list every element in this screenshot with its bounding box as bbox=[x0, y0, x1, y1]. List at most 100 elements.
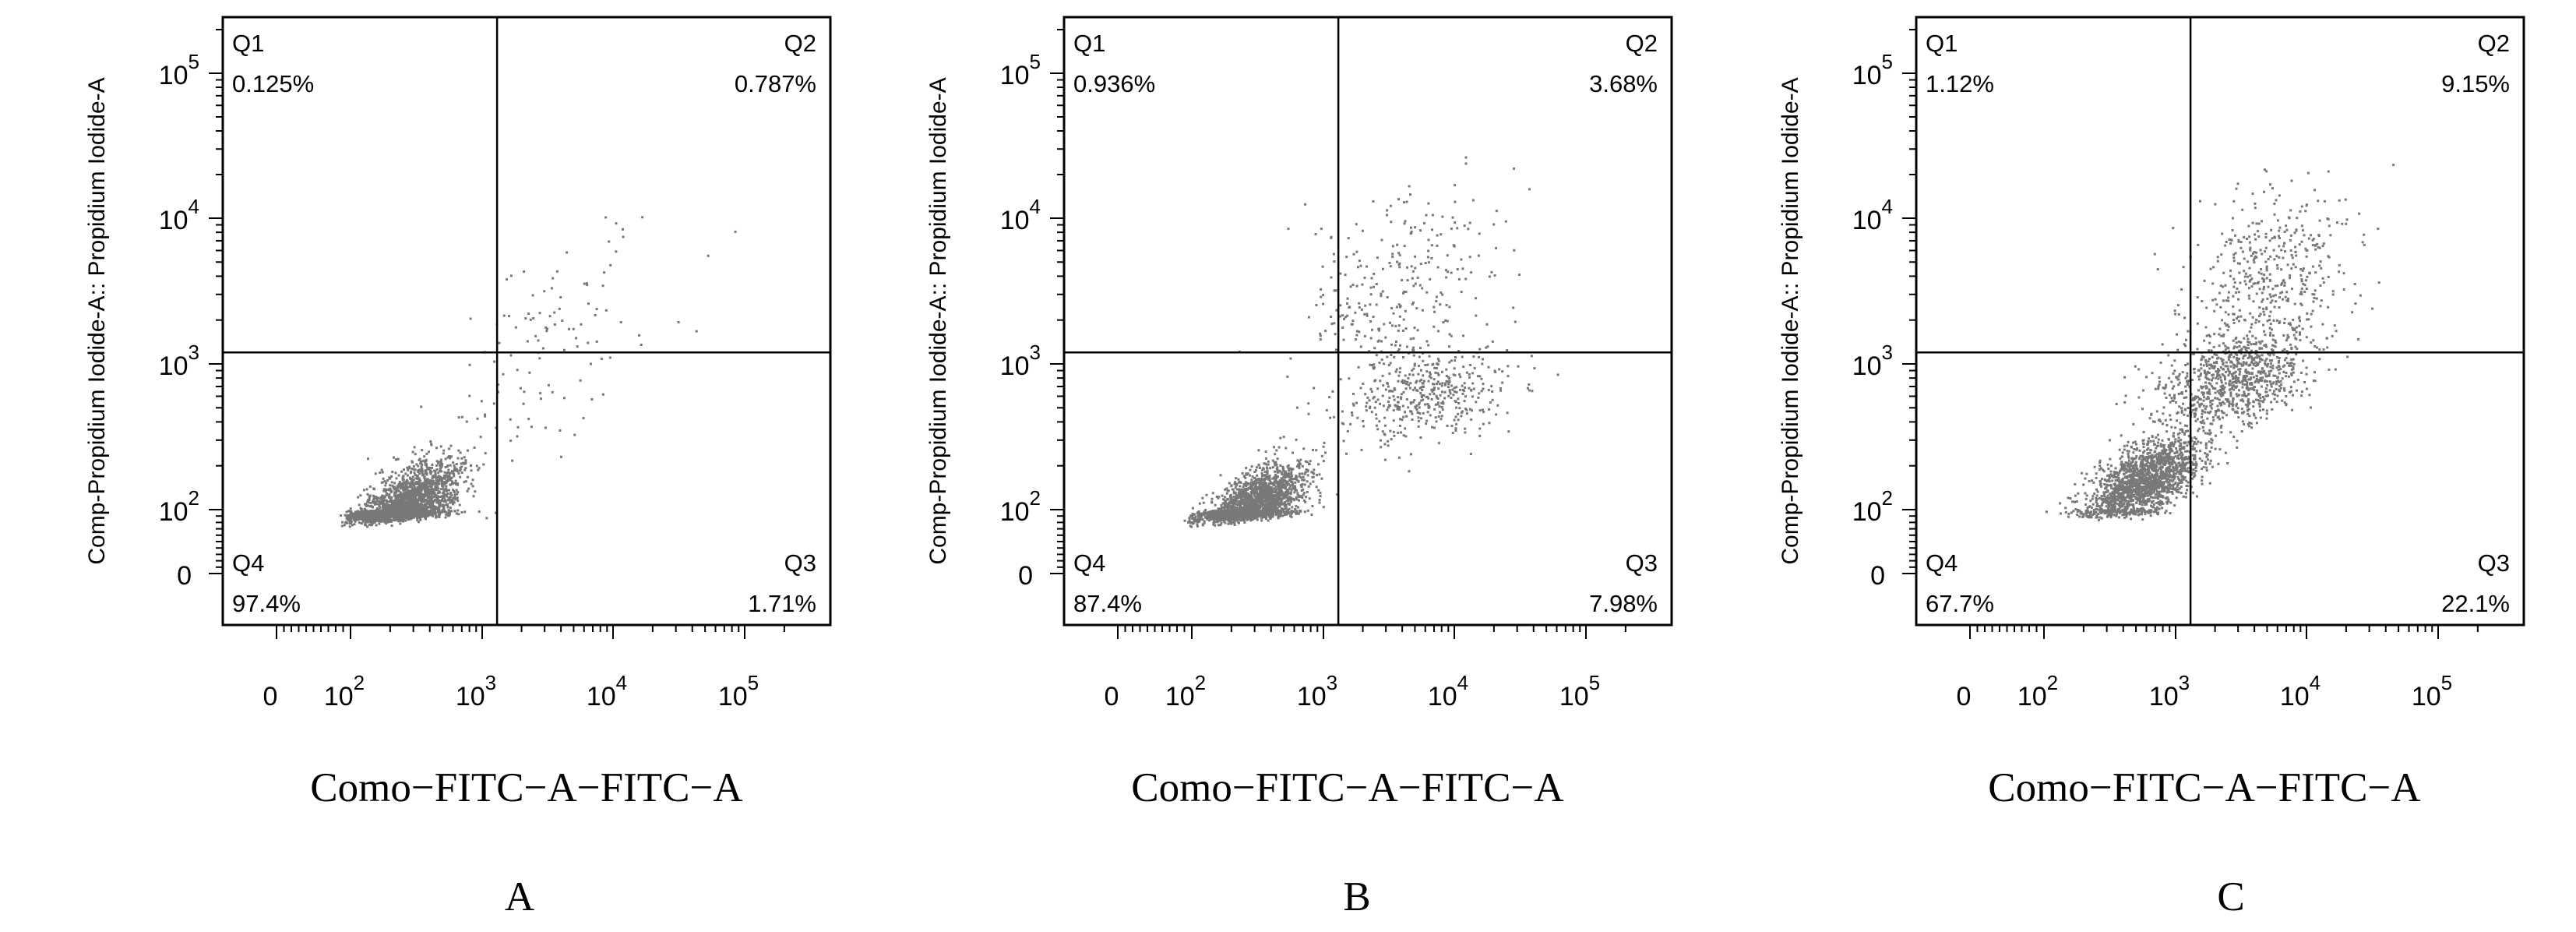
event-point bbox=[484, 415, 487, 418]
event-point bbox=[1319, 495, 1322, 498]
event-point bbox=[1249, 519, 1253, 522]
event-point bbox=[424, 489, 427, 492]
x-axis-ticks bbox=[209, 29, 785, 639]
event-point bbox=[361, 514, 364, 517]
event-point bbox=[429, 440, 432, 443]
event-point bbox=[609, 263, 612, 267]
event-point bbox=[417, 482, 420, 485]
event-point bbox=[1255, 466, 1258, 469]
event-point bbox=[370, 504, 373, 507]
event-point bbox=[1281, 478, 1284, 481]
event-point bbox=[576, 345, 579, 348]
event-point bbox=[1228, 503, 1231, 506]
event-point bbox=[1306, 491, 1309, 493]
event-point bbox=[418, 496, 421, 500]
event-point bbox=[404, 487, 407, 490]
event-point bbox=[413, 484, 415, 487]
event-point bbox=[420, 500, 423, 503]
event-point bbox=[407, 510, 410, 514]
event-point bbox=[1292, 510, 1295, 513]
event-point bbox=[1256, 514, 1260, 517]
event-point bbox=[1253, 506, 1256, 509]
event-point bbox=[414, 477, 418, 480]
event-point bbox=[398, 520, 401, 522]
event-point bbox=[559, 429, 562, 432]
event-point bbox=[1206, 517, 1209, 521]
event-point bbox=[341, 521, 344, 524]
event-point bbox=[407, 498, 410, 501]
event-point bbox=[1228, 506, 1230, 509]
event-point bbox=[447, 475, 450, 478]
event-point bbox=[369, 511, 372, 514]
event-point bbox=[411, 482, 414, 485]
event-point bbox=[414, 513, 417, 516]
event-point bbox=[409, 478, 412, 480]
event-point bbox=[413, 446, 416, 449]
event-point bbox=[587, 302, 590, 305]
event-point bbox=[1214, 509, 1217, 512]
event-point bbox=[1274, 479, 1277, 482]
event-point bbox=[1264, 477, 1267, 480]
event-point bbox=[437, 461, 439, 464]
event-point bbox=[1255, 514, 1258, 517]
event-point bbox=[1263, 462, 1266, 465]
event-point bbox=[381, 505, 384, 508]
event-point bbox=[447, 489, 450, 492]
event-point bbox=[1256, 512, 1260, 515]
event-point bbox=[426, 479, 429, 482]
event-point bbox=[1245, 485, 1248, 487]
event-point bbox=[435, 497, 439, 500]
event-point bbox=[1281, 482, 1284, 485]
event-point bbox=[414, 453, 417, 456]
event-point bbox=[390, 524, 393, 528]
event-point bbox=[353, 512, 356, 515]
event-point bbox=[372, 514, 375, 517]
event-point bbox=[430, 485, 433, 489]
event-point bbox=[453, 464, 456, 467]
event-point bbox=[1224, 488, 1227, 491]
event-point bbox=[1291, 510, 1294, 514]
event-point bbox=[463, 456, 466, 459]
event-point bbox=[1312, 448, 1314, 451]
event-point bbox=[1313, 468, 1316, 471]
event-point bbox=[1199, 515, 1201, 518]
event-point bbox=[1312, 475, 1315, 478]
event-point bbox=[365, 504, 368, 507]
event-point bbox=[1294, 481, 1297, 484]
event-point bbox=[407, 499, 410, 502]
event-point bbox=[456, 482, 459, 485]
event-point bbox=[1258, 490, 1261, 493]
event-point bbox=[1253, 488, 1256, 491]
event-point bbox=[456, 497, 459, 500]
event-point bbox=[595, 340, 598, 343]
event-point bbox=[473, 447, 476, 449]
event-point bbox=[424, 499, 427, 501]
event-point bbox=[402, 488, 405, 491]
event-point bbox=[1194, 517, 1196, 520]
event-point bbox=[1292, 451, 1294, 454]
event-point bbox=[411, 493, 414, 496]
event-point bbox=[465, 420, 468, 423]
event-point bbox=[376, 503, 379, 506]
event-point bbox=[455, 482, 457, 485]
event-point bbox=[416, 489, 419, 492]
event-point bbox=[349, 507, 352, 510]
event-point bbox=[415, 482, 418, 485]
event-point bbox=[1266, 472, 1269, 475]
event-point bbox=[1306, 470, 1309, 473]
event-point bbox=[1278, 492, 1281, 496]
event-point bbox=[393, 514, 396, 517]
event-point bbox=[1291, 480, 1294, 483]
event-point bbox=[1220, 508, 1223, 511]
event-point bbox=[1282, 485, 1285, 489]
event-point bbox=[388, 513, 391, 516]
event-point bbox=[411, 513, 414, 516]
event-point bbox=[400, 470, 403, 473]
event-point bbox=[1304, 471, 1307, 474]
event-point bbox=[406, 466, 409, 469]
event-point bbox=[582, 417, 585, 420]
event-point bbox=[1265, 493, 1268, 496]
event-point bbox=[1300, 495, 1303, 498]
event-point bbox=[1292, 482, 1295, 485]
event-point bbox=[354, 514, 358, 517]
